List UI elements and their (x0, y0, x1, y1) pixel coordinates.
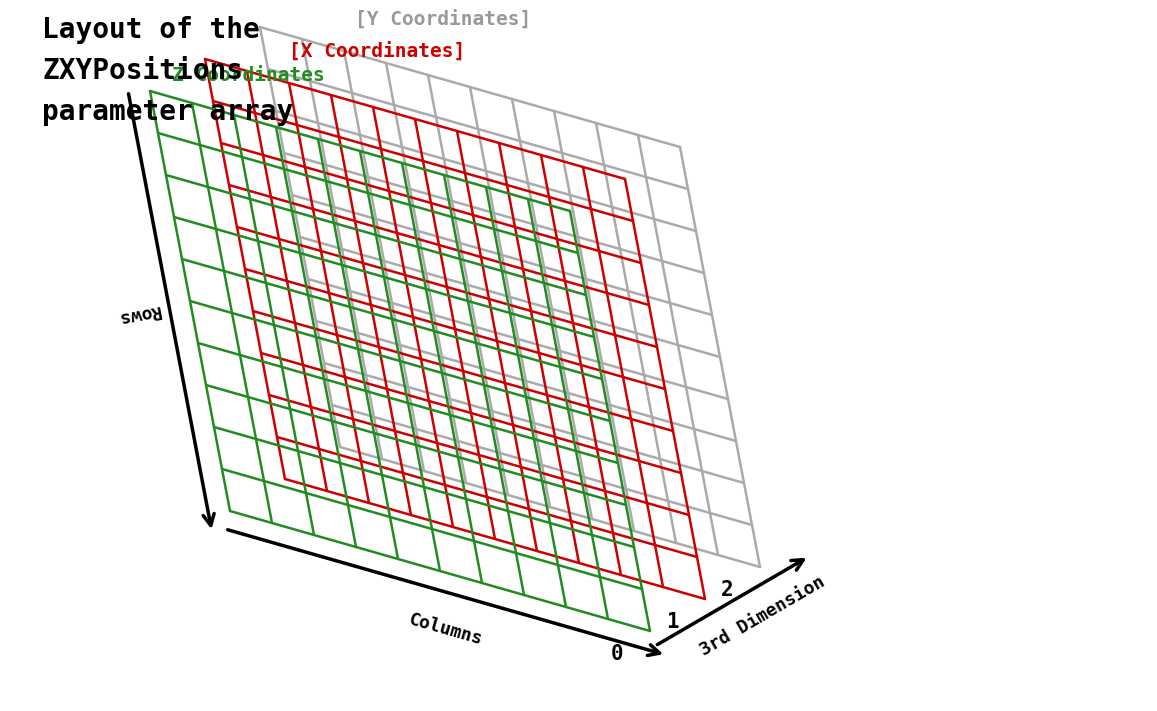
Text: Layout of the
ZXYPositions
parameter array: Layout of the ZXYPositions parameter arr… (42, 16, 293, 127)
Text: [X Coordinates]: [X Coordinates] (289, 42, 465, 61)
Text: Rows: Rows (116, 301, 162, 326)
Text: 2: 2 (721, 580, 734, 600)
Text: [Y Coordinates]: [Y Coordinates] (355, 10, 531, 29)
Text: Z Coordinates: Z Coordinates (172, 66, 325, 85)
Text: 0: 0 (611, 644, 624, 664)
Text: Columns: Columns (406, 610, 484, 648)
Text: 1: 1 (665, 612, 678, 632)
Text: 3rd Dimension: 3rd Dimension (697, 572, 828, 659)
